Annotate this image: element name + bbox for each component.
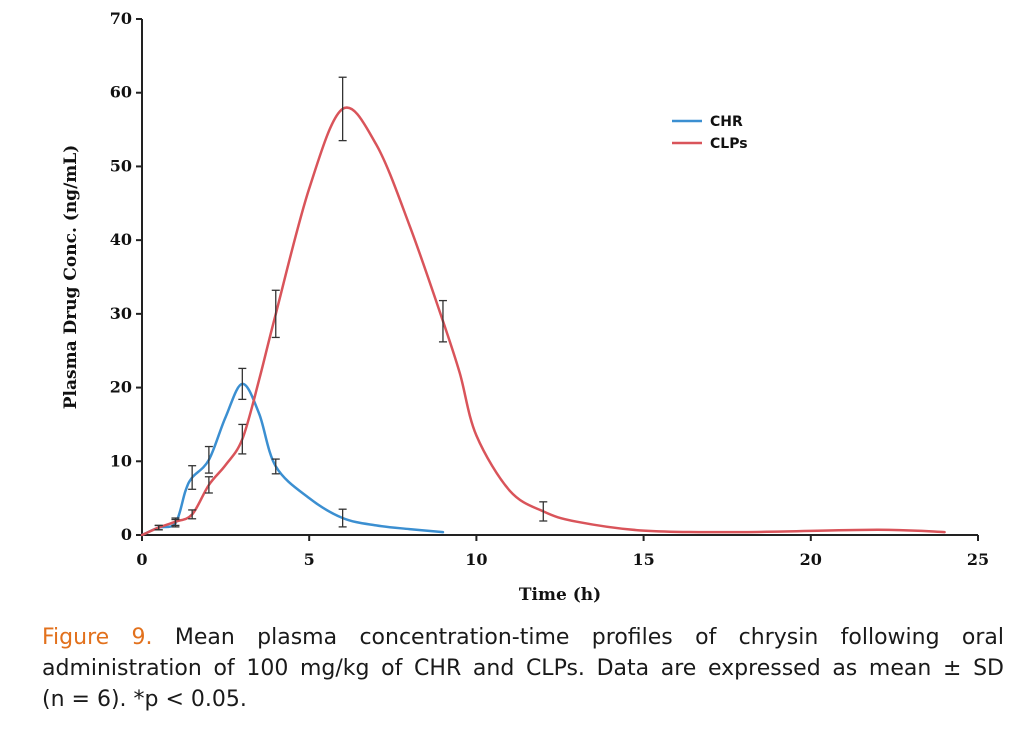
y-tick-label: 40 bbox=[110, 230, 132, 249]
y-tick-label: 60 bbox=[110, 83, 132, 102]
caption-label: Figure 9. bbox=[42, 625, 153, 650]
caption-text: Mean plasma concentration-time profiles … bbox=[42, 625, 1004, 712]
x-tick-label: 15 bbox=[632, 550, 654, 569]
x-axis-title: Time (h) bbox=[519, 585, 601, 605]
y-tick-label: 0 bbox=[121, 525, 132, 544]
x-tick-label: 25 bbox=[967, 550, 989, 569]
figure-caption: Figure 9. Mean plasma concentration-time… bbox=[42, 622, 1004, 715]
y-tick-label: 30 bbox=[110, 304, 132, 323]
clps-series-line bbox=[140, 106, 946, 537]
series-curves bbox=[140, 106, 946, 537]
axes bbox=[136, 18, 979, 541]
chr-series-line bbox=[140, 382, 445, 537]
line-chart: 0 10 20 30 40 50 60 70 0 5 10 15 20 25 Time (h) Plasma … bbox=[61, 9, 989, 605]
y-tick-label: 70 bbox=[110, 9, 132, 28]
x-tick-label: 20 bbox=[800, 550, 822, 569]
clps-legend-label: CLPs bbox=[710, 136, 748, 152]
chr-legend-label: CHR bbox=[710, 114, 743, 130]
x-tick-label: 0 bbox=[136, 550, 147, 569]
y-tick-label: 50 bbox=[110, 156, 132, 175]
y-tick-label: 20 bbox=[110, 378, 132, 397]
y-tick-label: 10 bbox=[110, 451, 132, 470]
x-tick-label: 5 bbox=[304, 550, 315, 569]
error-bars bbox=[154, 76, 548, 531]
axis-labels: 0 10 20 30 40 50 60 70 0 5 10 15 20 25 Time (h) Plasma … bbox=[61, 9, 989, 605]
x-tick-label: 10 bbox=[465, 550, 487, 569]
y-axis-title: Plasma Drug Conc. (ng/mL) bbox=[61, 145, 81, 410]
legend: CHR CLPs bbox=[672, 114, 748, 152]
